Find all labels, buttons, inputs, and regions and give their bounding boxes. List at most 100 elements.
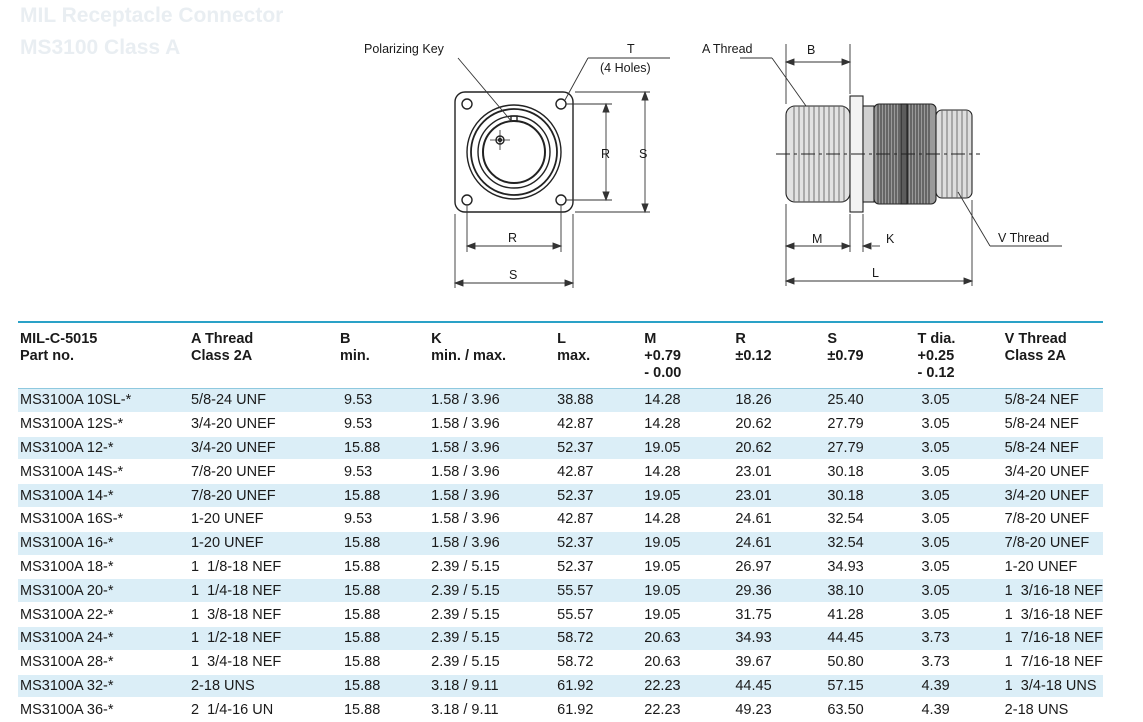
table-row: MS3100A 24-* 1 1/2-18 NEF 15.88 2.39 / 5.15… (18, 626, 1103, 651)
cell-a-thread: 2-18 UNS (188, 674, 338, 699)
cell-part-no: MS3100A 12S-* (18, 412, 189, 437)
cell-k: 2.39 / 5.15 (429, 626, 556, 651)
cell-s: 32.54 (825, 507, 916, 532)
cell-b: 15.88 (337, 674, 430, 699)
table-row: MS3100A 12S-* 3/4-20 UNEF 9.53 1.58 / 3.96 4… (18, 412, 1103, 437)
header-m: M +0.79- 0.00 (644, 331, 682, 381)
cell-v-thread: 2-18 UNS (1002, 697, 1103, 722)
cell-k: 1.58 / 3.96 (429, 507, 556, 532)
cell-b: 15.88 (337, 531, 430, 556)
table-row: MS3100A 12-* 3/4-20 UNEF 15.88 1.58 / 3.96 5… (18, 436, 1103, 461)
cell-l: 61.92 (555, 674, 643, 699)
cell-v-thread: 1 3/16-18 NEF (1002, 578, 1103, 604)
cell-l: 42.87 (555, 507, 643, 532)
cell-s: 50.80 (825, 650, 916, 675)
cell-a-thread: 1-20 UNEF (188, 531, 338, 556)
cell-part-no: MS3100A 20-* (18, 578, 189, 604)
a-thread-label: A Thread (702, 42, 753, 56)
v-thread-label: V Thread (998, 231, 1049, 245)
header-t: T dia. +0.25- 0.12 (917, 331, 956, 381)
cell-a-thread: 1 1/8-18 NEF (188, 555, 338, 580)
cell-b: 9.53 (337, 412, 430, 437)
table-row: MS3100A 32-* 2-18 UNS 15.88 3.18 / 9.11 61.9… (18, 674, 1103, 699)
cell-b: 9.53 (337, 388, 430, 413)
s-horizontal-label: S (509, 268, 517, 282)
cell-k: 1.58 / 3.96 (429, 459, 556, 485)
cell-t: 3.05 (915, 555, 1003, 580)
cell-l: 52.37 (555, 555, 643, 580)
cell-s: 25.40 (825, 388, 916, 413)
table-row: MS3100A 28-* 1 3/4-18 NEF 15.88 2.39 / 5.15… (18, 650, 1103, 675)
cell-r: 24.61 (733, 531, 826, 556)
cell-s: 34.93 (825, 555, 916, 580)
cell-part-no: MS3100A 14-* (18, 483, 189, 508)
cell-b: 9.53 (337, 459, 430, 485)
cell-t: 3.05 (915, 507, 1003, 532)
cell-m: 14.28 (642, 412, 734, 437)
cell-r: 26.97 (733, 555, 826, 580)
cell-t: 3.05 (915, 436, 1003, 461)
header-s: S ±0.79 (827, 331, 864, 364)
table-row: MS3100A 16S-* 1-20 UNEF 9.53 1.58 / 3.96 42.… (18, 507, 1103, 532)
cell-s: 63.50 (825, 697, 916, 722)
page-header: MIL Receptacle Connector MS3100 Class A (20, 4, 283, 60)
cell-v-thread: 7/8-20 UNEF (1002, 531, 1103, 556)
cell-k: 1.58 / 3.96 (429, 412, 556, 437)
cell-v-thread: 3/4-20 UNEF (1002, 459, 1103, 485)
cell-v-thread: 5/8-24 NEF (1002, 412, 1103, 437)
cell-k: 2.39 / 5.15 (429, 602, 556, 627)
cell-k: 1.58 / 3.96 (429, 531, 556, 556)
cell-l: 42.87 (555, 459, 643, 485)
cell-m: 14.28 (642, 507, 734, 532)
cell-b: 15.88 (337, 697, 430, 722)
cell-v-thread: 3/4-20 UNEF (1002, 483, 1103, 508)
cell-l: 38.88 (555, 388, 643, 413)
header-part-no: MIL-C-5015 Part no. (20, 331, 98, 364)
cell-s: 44.45 (825, 626, 916, 651)
cell-m: 19.05 (642, 555, 734, 580)
table-row: MS3100A 16-* 1-20 UNEF 15.88 1.58 / 3.96 52.… (18, 531, 1103, 556)
cell-k: 2.39 / 5.15 (429, 555, 556, 580)
cell-r: 29.36 (733, 578, 826, 604)
cell-t: 3.05 (915, 483, 1003, 508)
cell-part-no: MS3100A 22-* (18, 602, 189, 627)
cell-r: 23.01 (733, 483, 826, 508)
cell-a-thread: 3/4-20 UNEF (188, 412, 338, 437)
header-a-thread: A Thread Class 2A (190, 331, 254, 364)
cell-r: 20.62 (733, 412, 826, 437)
table-row: MS3100A 22-* 1 3/8-18 NEF 15.88 2.39 / 5.15… (18, 602, 1103, 627)
cell-b: 15.88 (337, 626, 430, 651)
cell-v-thread: 5/8-24 NEF (1002, 388, 1103, 413)
cell-s: 57.15 (825, 674, 916, 699)
cell-b: 9.53 (337, 507, 430, 532)
m-label: M (812, 232, 822, 246)
cell-s: 27.79 (825, 436, 916, 461)
cell-m: 19.05 (642, 483, 734, 508)
cell-t: 4.39 (915, 697, 1003, 722)
cell-m: 19.05 (642, 578, 734, 604)
cell-a-thread: 1 3/4-18 NEF (188, 650, 338, 675)
cell-part-no: MS3100A 12-* (18, 436, 189, 461)
cell-r: 44.45 (733, 674, 826, 699)
t-holes-label: (4 Holes) (600, 61, 651, 75)
cell-s: 41.28 (825, 602, 916, 627)
cell-k: 1.58 / 3.96 (429, 483, 556, 508)
cell-b: 15.88 (337, 483, 430, 508)
cell-part-no: MS3100A 32-* (18, 674, 189, 699)
cell-r: 31.75 (733, 602, 826, 627)
cell-m: 22.23 (642, 674, 734, 699)
cell-v-thread: 1 3/16-18 NEF (1002, 602, 1103, 627)
cell-k: 2.39 / 5.15 (429, 578, 556, 604)
b-label: B (807, 43, 815, 57)
cell-l: 52.37 (555, 483, 643, 508)
cell-t: 3.05 (915, 531, 1003, 556)
cell-l: 58.72 (555, 626, 643, 651)
cell-b: 15.88 (337, 436, 430, 461)
cell-l: 52.37 (555, 531, 643, 556)
cell-s: 27.79 (825, 412, 916, 437)
cell-v-thread: 1 7/16-18 NEF (1002, 650, 1103, 675)
cell-v-thread: 7/8-20 UNEF (1002, 507, 1103, 532)
table-row: MS3100A 18-* 1 1/8-18 NEF 15.88 2.39 / 5.15… (18, 555, 1103, 580)
cell-part-no: MS3100A 28-* (18, 650, 189, 675)
cell-b: 15.88 (337, 602, 430, 627)
